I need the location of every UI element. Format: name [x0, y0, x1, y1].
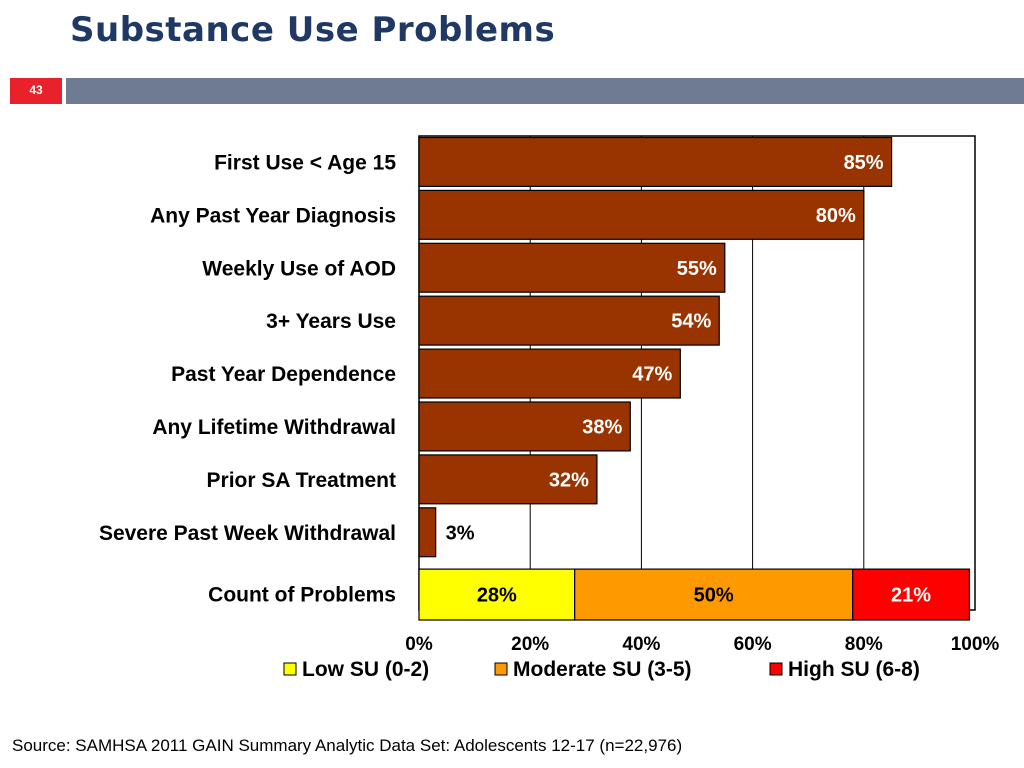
bar-value-label: 85%: [844, 152, 884, 174]
x-tick-label: 20%: [511, 634, 549, 655]
x-tick-label: 0%: [405, 634, 433, 655]
x-tick-label: 40%: [622, 634, 660, 655]
bar-chart: 85% First Use < Age 15 80% Any Past Year Di…: [99, 135, 1000, 681]
category-label: Prior SA Treatment: [207, 469, 396, 492]
bar-value-label: 47%: [632, 364, 672, 386]
legend-label: Moderate SU (3-5): [513, 658, 692, 681]
slide-title: Substance Use Problems: [70, 10, 556, 50]
bar: [418, 295, 720, 346]
category-label: Weekly Use of AOD: [202, 257, 396, 280]
source-note: Source: SAMHSA 2011 GAIN Summary Analyti…: [12, 736, 683, 755]
legend-label: Low SU (0-2): [302, 658, 429, 681]
stacked-segment-label: 50%: [694, 585, 734, 607]
bar-value-label: 54%: [671, 311, 711, 333]
category-label: Past Year Dependence: [171, 363, 396, 386]
category-label: Any Lifetime Withdrawal: [152, 416, 396, 439]
bar: [418, 348, 681, 399]
slide-number: 43: [10, 78, 62, 104]
bar: [418, 136, 893, 188]
category-label: Severe Past Week Withdrawal: [99, 522, 396, 545]
x-tick-label: 80%: [845, 634, 883, 655]
category-label: 3+ Years Use: [266, 310, 396, 333]
bar: [418, 454, 598, 505]
header-bar: [66, 78, 1024, 104]
stacked-segment-label: 21%: [891, 585, 931, 607]
bar: [418, 189, 865, 240]
stacked-segment-label: 28%: [477, 585, 517, 607]
x-tick-label: 60%: [734, 634, 772, 655]
legend-label: High SU (6-8): [788, 658, 920, 681]
legend-swatch: [769, 662, 783, 676]
category-label: Count of Problems: [208, 584, 396, 607]
stacked-segment: [852, 568, 971, 621]
category-label: First Use < Age 15: [214, 151, 396, 174]
x-tick-label: 100%: [951, 634, 1000, 655]
bar: [418, 401, 631, 452]
bar-value-label: 32%: [549, 469, 589, 491]
bar-value-label: 80%: [816, 205, 856, 227]
bar-value-label: 55%: [677, 258, 717, 280]
category-label: Any Past Year Diagnosis: [150, 204, 396, 227]
bar: [418, 242, 726, 293]
bar: [418, 507, 437, 558]
legend-swatch: [494, 662, 508, 676]
legend-swatch: [283, 662, 297, 676]
bar-value-label: 38%: [582, 416, 622, 438]
bar-value-label: 3%: [446, 522, 475, 544]
